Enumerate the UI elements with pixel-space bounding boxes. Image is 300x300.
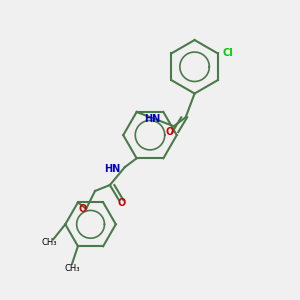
Text: O: O [118, 198, 126, 208]
Text: HN: HN [144, 114, 160, 124]
Text: HN: HN [104, 164, 120, 174]
Text: O: O [79, 204, 87, 214]
Text: O: O [165, 127, 173, 137]
Text: Cl: Cl [222, 48, 233, 59]
Text: CH₃: CH₃ [41, 238, 57, 247]
Text: CH₃: CH₃ [64, 264, 80, 273]
